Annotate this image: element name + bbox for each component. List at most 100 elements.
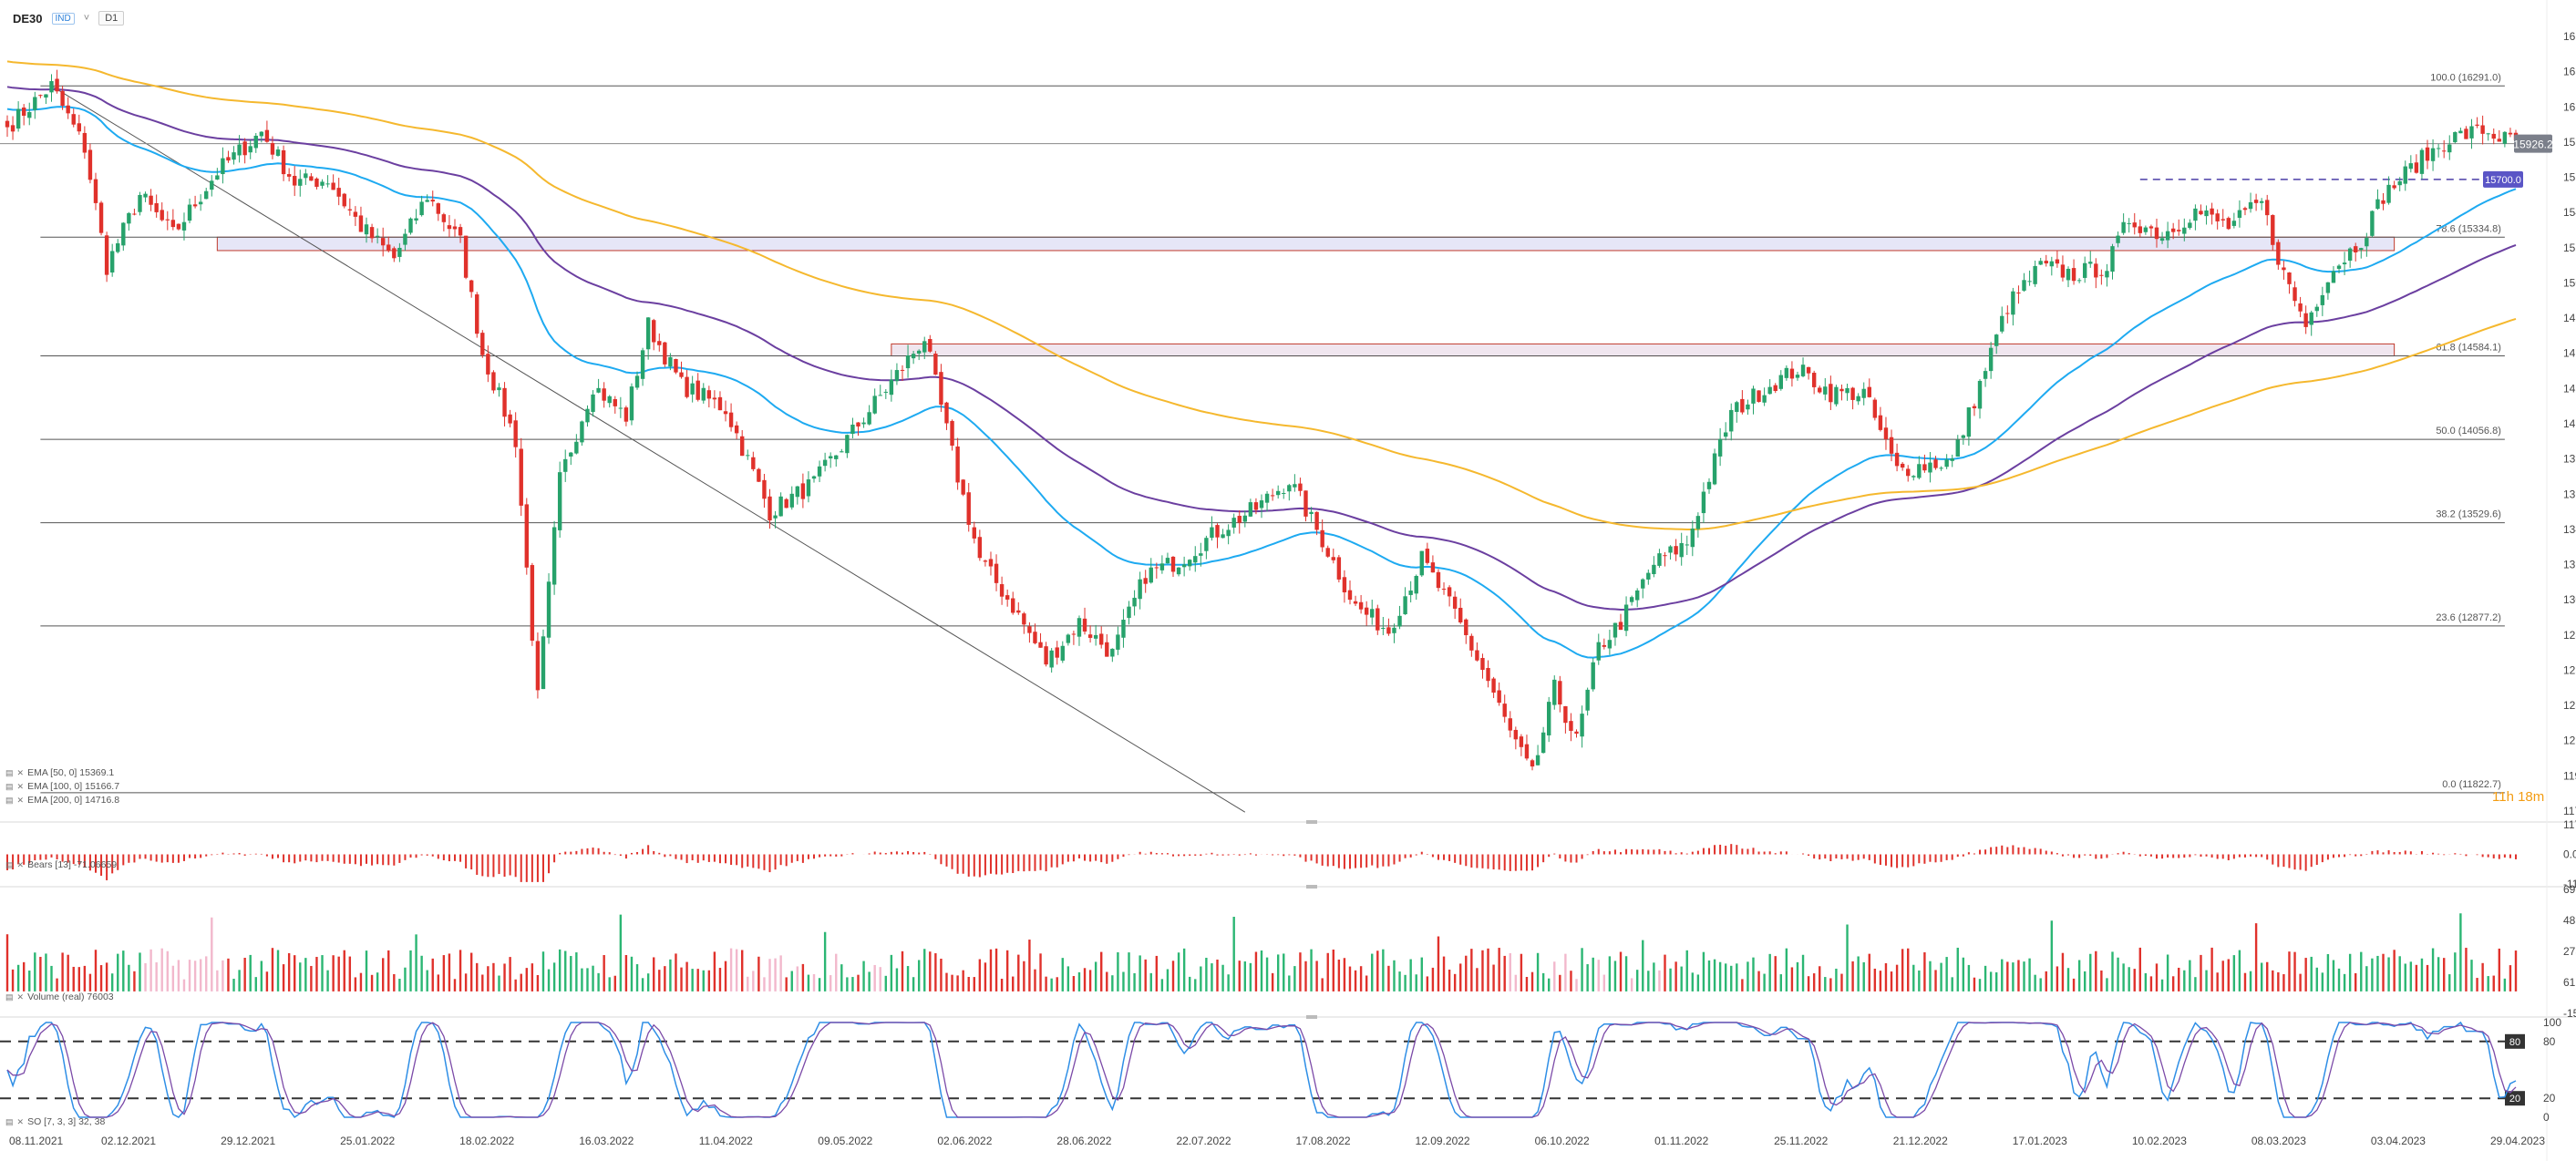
candle-body	[2475, 124, 2479, 126]
candle-body	[1657, 553, 1662, 566]
price-tick-label: 13487.4	[2563, 523, 2576, 536]
legend-ema50-label: EMA [50, 0] 15369.1	[27, 767, 115, 778]
close-icon[interactable]: ✕	[16, 991, 25, 1002]
legend-ema100[interactable]: ▤ ✕ EMA [100, 0] 15166.7	[5, 781, 119, 792]
chevron-down-icon[interactable]: ˅	[83, 13, 90, 24]
candle-body	[2508, 132, 2513, 135]
x-axis-label: 25.01.2022	[340, 1135, 395, 1147]
candle-body	[557, 472, 562, 530]
candle-body	[1878, 415, 1883, 430]
candle-body	[1839, 388, 1844, 392]
candle-body	[270, 143, 275, 155]
candle-body	[2497, 139, 2502, 142]
candle-body	[806, 479, 811, 497]
legend-bears-label: Bears [13] -71.06659	[27, 859, 118, 870]
candle-body	[1955, 439, 1960, 457]
candle-body	[1596, 642, 1601, 661]
candle-body	[502, 387, 507, 417]
candle-body	[2182, 227, 2187, 234]
candle-body	[1110, 648, 1115, 657]
settings-icon[interactable]: ▤	[5, 991, 14, 1002]
candle-body	[2259, 200, 2264, 203]
candle-body	[928, 338, 933, 352]
settings-icon[interactable]: ▤	[5, 1116, 14, 1126]
candle-body	[364, 224, 369, 235]
candle-body	[1199, 553, 1203, 556]
candle-body	[1414, 575, 1418, 594]
price-tick-label: 14823.0	[2563, 312, 2576, 324]
timeframe-selector[interactable]: D1	[98, 11, 125, 26]
legend-ema50[interactable]: ▤ ✕ EMA [50, 0] 15369.1	[5, 767, 114, 778]
candle-body	[817, 466, 822, 477]
close-icon[interactable]: ✕	[16, 767, 25, 777]
price-tick-label: 15490.7	[2563, 206, 2576, 219]
settings-icon[interactable]: ▤	[5, 795, 14, 805]
candle-body	[386, 244, 391, 252]
price-tick-label: 11929.2	[2563, 769, 2576, 782]
candle-body	[944, 402, 949, 424]
legend-ema200[interactable]: ▤ ✕ EMA [200, 0] 14716.8	[5, 795, 119, 806]
candle-body	[2082, 262, 2087, 278]
candle-body	[2309, 312, 2313, 325]
candle-body	[98, 202, 104, 233]
legend-volume[interactable]: ▤ ✕ Volume (real) 76003	[5, 991, 114, 1002]
candle-body	[1519, 736, 1524, 747]
close-icon[interactable]: ✕	[16, 1116, 25, 1126]
fib-label: 38.2 (13529.6)	[2436, 509, 2501, 520]
candle-body	[1143, 578, 1148, 584]
candle-body	[2138, 226, 2143, 233]
price-tick-label: 13264.8	[2563, 559, 2576, 571]
candle-body	[1038, 642, 1043, 648]
so-level-tag-label: 80	[2509, 1037, 2520, 1048]
settings-icon[interactable]: ▤	[5, 781, 14, 791]
candle-body	[1364, 607, 1369, 615]
candle-body	[181, 221, 187, 231]
close-icon[interactable]: ✕	[16, 859, 25, 869]
candle-body	[999, 584, 1005, 597]
candle-body	[2403, 166, 2407, 184]
candle-body	[1508, 718, 1512, 731]
close-icon[interactable]: ✕	[16, 795, 25, 805]
candle-body	[1563, 705, 1568, 724]
candle-body	[1712, 453, 1717, 485]
candle-body	[2253, 200, 2259, 203]
symbol-label[interactable]: DE30	[13, 11, 43, 26]
candle-body	[574, 441, 579, 454]
candle-body	[2397, 180, 2402, 186]
candle-body	[2055, 259, 2060, 264]
settings-icon[interactable]: ▤	[5, 767, 14, 777]
candle-body	[1977, 380, 1983, 409]
x-axis-label: 18.02.2022	[459, 1135, 514, 1147]
legend-volume-label: Volume (real) 76003	[27, 991, 114, 1002]
candle-body	[2237, 210, 2242, 219]
x-axis-label: 01.11.2022	[1654, 1135, 1708, 1147]
candle-body	[2480, 125, 2485, 134]
candle-body	[916, 350, 922, 354]
candle-body	[1524, 744, 1530, 759]
ema50-line	[6, 106, 2517, 659]
candle-body	[1314, 511, 1319, 530]
candle-body	[789, 493, 794, 508]
candle-body	[1044, 646, 1048, 665]
fib-label: 100.0 (16291.0)	[2430, 72, 2501, 83]
candle-body	[2502, 131, 2508, 144]
candle-body	[629, 386, 634, 421]
volume-tick-label: 61694	[2563, 976, 2576, 989]
candle-body	[2314, 306, 2319, 312]
candle-body	[2354, 246, 2358, 252]
candle-body	[1729, 409, 1734, 432]
so-tick-label: 80	[2543, 1035, 2556, 1048]
legend-so[interactable]: ▤ ✕ SO [7, 3, 3] 32, 38	[5, 1116, 105, 1127]
candle-body	[44, 94, 48, 98]
candle-body	[127, 212, 131, 224]
candle-body	[414, 218, 418, 221]
close-icon[interactable]: ✕	[16, 781, 25, 791]
settings-icon[interactable]: ▤	[5, 859, 14, 869]
candle-body	[2441, 150, 2447, 152]
legend-bears[interactable]: ▤ ✕ Bears [13] -71.06659	[5, 859, 117, 870]
candle-body	[994, 563, 999, 583]
candle-body	[645, 317, 651, 350]
candle-body	[1204, 538, 1209, 551]
candle-body	[1784, 367, 1789, 378]
candle-body	[1613, 622, 1618, 638]
